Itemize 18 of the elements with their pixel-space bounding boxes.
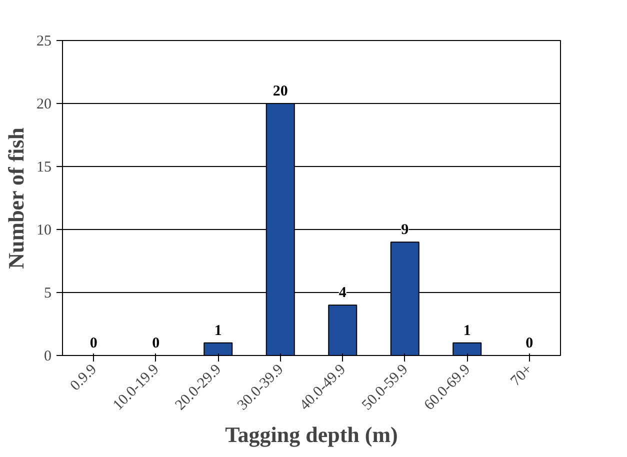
data-label: 0 (90, 336, 98, 352)
data-label: 20 (272, 84, 288, 100)
data-label: 1 (214, 322, 222, 339)
data-label: 0 (152, 336, 160, 352)
y-tick-label: 15 (36, 160, 52, 176)
x-axis-title: Tagging depth (m) (225, 422, 398, 448)
y-tick-label: 25 (36, 34, 52, 50)
data-label: 9 (401, 222, 409, 238)
x-tick-label: 70+ (508, 362, 536, 390)
y-tick-label: 0 (44, 348, 52, 364)
y-tick-label: 20 (36, 96, 52, 112)
y-tick-label: 5 (44, 286, 52, 302)
data-label: 4 (338, 285, 347, 302)
data-label: 1 (463, 322, 471, 339)
y-tick-label: 10 (36, 222, 52, 238)
y-axis-title: Number of fish (4, 127, 28, 269)
data-label: 0 (526, 336, 534, 352)
x-tick-label: 0.9.9 (67, 362, 100, 394)
